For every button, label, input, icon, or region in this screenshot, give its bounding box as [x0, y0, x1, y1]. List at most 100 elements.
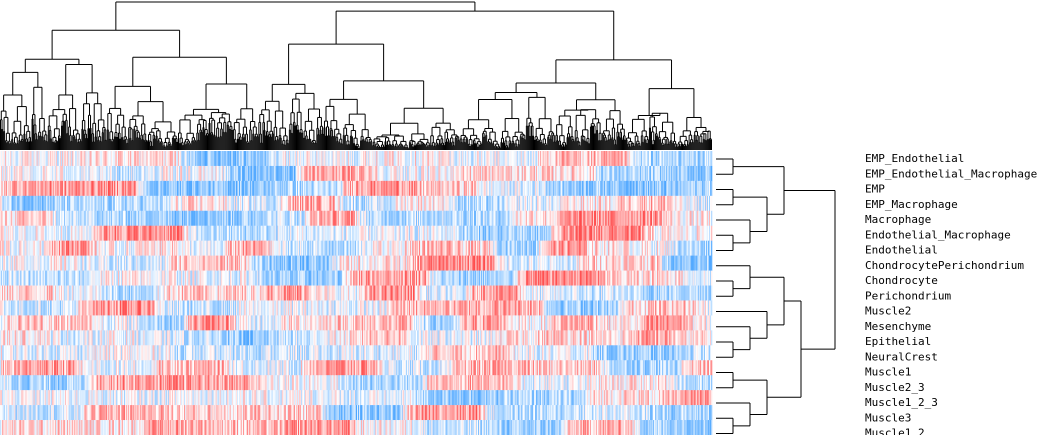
heatmap-cell: [468, 165, 471, 182]
heatmap-cell: [691, 165, 693, 182]
heatmap-cell: [80, 151, 82, 167]
heatmap-cell: [580, 180, 583, 197]
heatmap-cell: [159, 195, 162, 212]
heatmap-cell: [262, 165, 264, 182]
heatmap-cell: [605, 195, 607, 212]
heatmap-cell: [612, 151, 614, 167]
heatmap-cell: [264, 180, 266, 197]
heatmap-cell: [433, 195, 435, 212]
heatmap-cell: [36, 195, 38, 212]
heatmap-cell: [183, 151, 185, 167]
heatmap-cell: [251, 151, 253, 167]
heatmap-cell: [597, 151, 599, 167]
heatmap-cell: [437, 165, 439, 182]
heatmap-cell: [166, 195, 169, 212]
heatmap-cell: [435, 165, 437, 182]
heatmap-cell: [510, 195, 512, 212]
heatmap-cell: [329, 180, 331, 197]
heatmap-cell: [4, 165, 6, 182]
heatmap-cell: [707, 165, 710, 182]
heatmap-cell: [708, 151, 711, 167]
heatmap-cell: [438, 151, 440, 167]
heatmap-cell: [574, 151, 577, 167]
heatmap-cell: [3, 210, 5, 227]
heatmap-cell: [96, 165, 98, 182]
heatmap-cell: [45, 151, 48, 167]
heatmap-cell: [368, 151, 370, 167]
heatmap-cell: [13, 195, 15, 212]
heatmap-cell: [77, 180, 79, 197]
heatmap-cell: [191, 165, 193, 182]
heatmap-cell: [203, 151, 205, 167]
heatmap-cell: [11, 151, 13, 167]
heatmap-cell: [14, 210, 16, 227]
heatmap-cell: [658, 165, 660, 182]
heatmap-cell: [255, 151, 257, 167]
heatmap-cell: [662, 165, 664, 182]
heatmap-cell: [270, 165, 272, 182]
heatmap-cell: [373, 195, 375, 212]
heatmap-cell: [282, 165, 285, 182]
heatmap-cell: [501, 195, 503, 212]
heatmap-cell: [141, 165, 143, 182]
heatmap-cell: [249, 180, 251, 197]
heatmap-cell: [289, 195, 292, 212]
heatmap-cell: [630, 165, 632, 182]
heatmap-cell: [30, 180, 32, 197]
heatmap-cell: [598, 165, 600, 182]
heatmap-cell: [470, 151, 473, 167]
heatmap-cell: [80, 195, 82, 212]
heatmap-cell: [47, 210, 50, 227]
heatmap-cell: [701, 180, 704, 197]
heatmap-cell: [243, 195, 245, 212]
heatmap-cell: [570, 195, 572, 212]
heatmap-cell: [100, 195, 103, 212]
heatmap-cell: [445, 180, 447, 197]
heatmap-cell: [132, 151, 134, 167]
heatmap-cell: [540, 195, 542, 212]
heatmap-cell: [62, 151, 64, 167]
heatmap-cell: [204, 195, 206, 212]
heatmap-cell: [579, 180, 582, 197]
heatmap-row-EMP: [0, 180, 713, 197]
heatmap-cell: [165, 180, 168, 197]
heatmap-cell: [526, 180, 529, 197]
heatmap-cell: [628, 151, 630, 167]
heatmap-cell: [654, 195, 656, 212]
heatmap-cell: [440, 195, 442, 212]
heatmap-cell: [88, 180, 90, 197]
heatmap-cell: [275, 165, 277, 182]
heatmap-cell: [647, 195, 650, 212]
heatmap-cell: [23, 165, 25, 182]
heatmap-cell: [695, 195, 698, 212]
heatmap-cell: [349, 165, 352, 182]
heatmap-cell: [124, 151, 126, 167]
heatmap-cell: [694, 165, 697, 182]
heatmap-cell: [401, 151, 404, 167]
heatmap-cell: [183, 195, 185, 212]
heatmap-cell: [46, 210, 49, 227]
heatmap-cell: [241, 195, 243, 212]
heatmap-cell: [201, 195, 203, 212]
heatmap-cell: [327, 151, 329, 167]
heatmap-cell: [268, 165, 270, 182]
heatmap-cell: [39, 165, 41, 182]
heatmap-cell: [455, 180, 457, 197]
heatmap-cell: [565, 180, 567, 197]
heatmap-cell: [547, 151, 549, 167]
heatmap-cell: [75, 195, 77, 212]
heatmap-cell: [83, 195, 85, 212]
heatmap-cell: [244, 165, 246, 182]
heatmap-cell: [418, 180, 420, 197]
heatmap-cell: [623, 165, 625, 182]
heatmap-cell: [72, 210, 74, 227]
heatmap-cell: [444, 180, 446, 197]
heatmap-cell: [315, 151, 317, 167]
heatmap-cell: [354, 195, 357, 212]
heatmap-cell: [663, 151, 665, 167]
heatmap-cell: [539, 165, 541, 182]
heatmap-cell: [215, 195, 217, 212]
heatmap-cell: [101, 180, 104, 197]
heatmap-cell: [563, 180, 565, 197]
heatmap-cell: [231, 165, 234, 182]
